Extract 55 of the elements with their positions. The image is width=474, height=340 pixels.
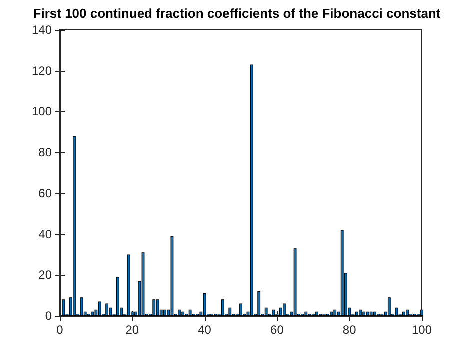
bar bbox=[406, 310, 409, 316]
y-tick-label: 60 bbox=[38, 186, 52, 200]
bar bbox=[373, 312, 376, 316]
x-tick-label: 40 bbox=[198, 323, 212, 337]
chart-title: First 100 continued fraction coefficients of the Fibonacci constant bbox=[33, 6, 442, 21]
x-tick-label: 20 bbox=[126, 323, 140, 337]
bar bbox=[116, 277, 120, 316]
bar bbox=[91, 312, 94, 316]
x-tick-label: 0 bbox=[56, 323, 64, 337]
bar bbox=[316, 312, 318, 316]
bar bbox=[272, 310, 276, 316]
bar bbox=[282, 304, 286, 316]
bar bbox=[264, 308, 268, 316]
bar bbox=[294, 248, 297, 316]
bar bbox=[164, 310, 166, 316]
bar bbox=[221, 300, 224, 316]
x-tick-label: 60 bbox=[270, 323, 284, 337]
bar bbox=[258, 291, 261, 316]
bar bbox=[127, 254, 130, 316]
bar bbox=[178, 310, 181, 316]
y-tick-label: 20 bbox=[38, 268, 52, 282]
x-tick-label: 80 bbox=[342, 323, 357, 337]
bar bbox=[106, 304, 109, 316]
bar bbox=[203, 294, 206, 316]
bar bbox=[170, 236, 174, 316]
bar bbox=[340, 230, 344, 316]
y-tick-label: 100 bbox=[32, 104, 52, 119]
bar bbox=[152, 300, 156, 316]
bar bbox=[109, 308, 112, 316]
bar bbox=[228, 308, 232, 316]
bar bbox=[366, 312, 370, 316]
y-tick-label: 140 bbox=[32, 23, 52, 37]
bar bbox=[359, 310, 362, 316]
y-tick-label: 40 bbox=[38, 227, 52, 242]
bar bbox=[370, 312, 373, 316]
bar bbox=[330, 312, 333, 316]
bar bbox=[80, 298, 84, 316]
bar bbox=[355, 312, 358, 316]
bar bbox=[395, 308, 398, 316]
bar bbox=[240, 304, 242, 316]
bar bbox=[73, 136, 76, 316]
bar bbox=[188, 310, 192, 316]
bar bbox=[362, 312, 366, 316]
bar bbox=[250, 64, 254, 316]
y-tick-label: 120 bbox=[32, 64, 52, 78]
bar bbox=[62, 300, 66, 316]
bar bbox=[98, 302, 102, 316]
bar bbox=[334, 310, 337, 316]
bar bbox=[304, 312, 308, 316]
bar bbox=[388, 298, 391, 316]
y-tick-label: 0 bbox=[45, 309, 52, 323]
bar bbox=[182, 312, 185, 316]
bar bbox=[402, 312, 406, 316]
x-tick-label: 100 bbox=[412, 323, 432, 337]
y-tick-label: 80 bbox=[38, 146, 52, 160]
